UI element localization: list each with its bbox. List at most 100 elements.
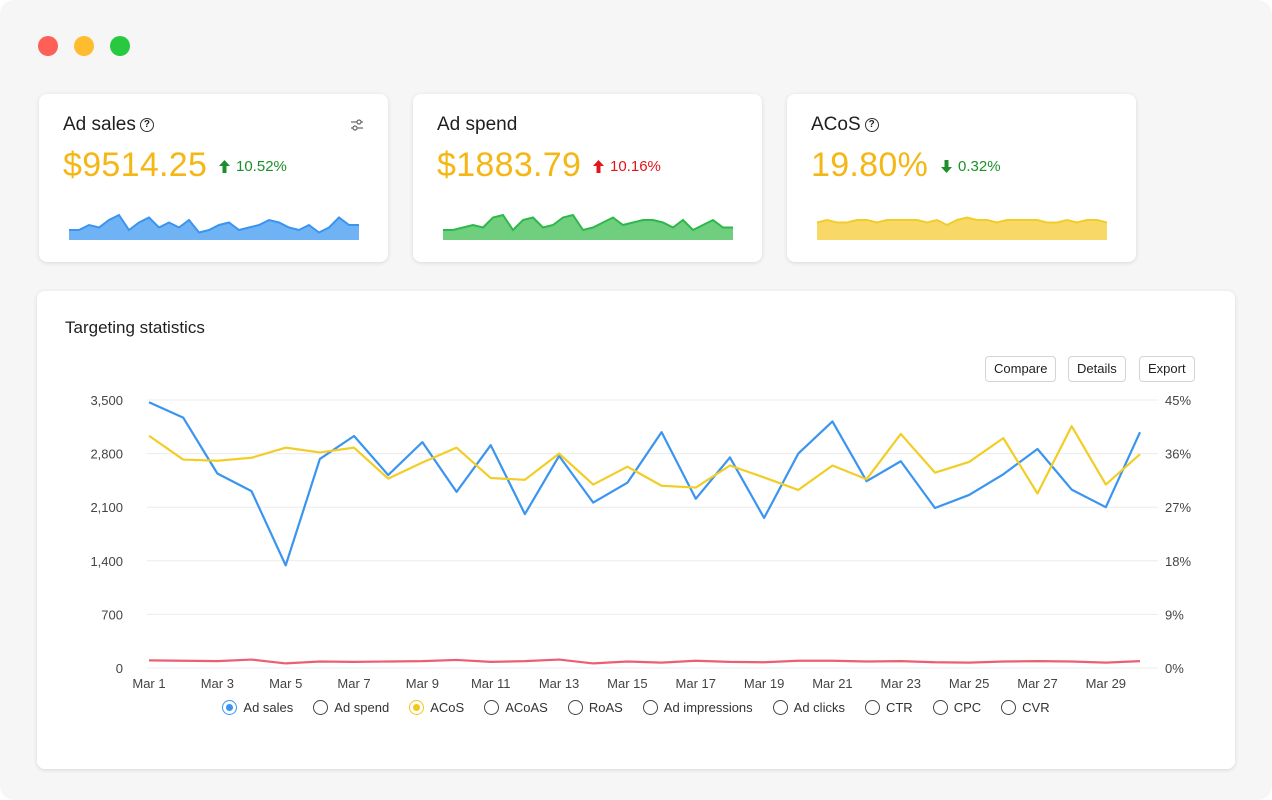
legend-radio-icon[interactable] xyxy=(864,700,880,715)
x-tick-label: Mar 19 xyxy=(744,676,784,691)
close-window-button[interactable] xyxy=(38,36,58,56)
legend-radio-icon[interactable] xyxy=(313,700,329,715)
panel-title: Targeting statistics xyxy=(65,318,205,337)
y-left-tick-label: 3,500 xyxy=(90,393,123,408)
x-tick-label: Mar 1 xyxy=(132,676,165,691)
compare-button[interactable]: Compare xyxy=(985,356,1057,382)
targeting-statistics-panel: Targeting statistics 0 0% 700 9% 1,400 18% 2,1… xyxy=(37,291,1235,769)
card-title-label: Ad sales xyxy=(63,114,136,135)
ad-spend-sparkline xyxy=(443,213,733,240)
change-indicator: 0.32% xyxy=(941,158,1001,175)
x-tick-label: Mar 7 xyxy=(337,676,370,691)
chart-legend: Ad sales Ad spend ACoS ACoAS RoAS Ad impressi… xyxy=(37,700,1235,715)
acos-title: ACoS ? xyxy=(811,114,879,136)
help-icon[interactable]: ? xyxy=(139,118,154,132)
settings-sliders-icon[interactable] xyxy=(350,118,364,132)
acos-card: ACoS ? 19.80% 0.32% xyxy=(787,94,1136,262)
ad-sales-sparkline xyxy=(69,213,359,240)
window-controls xyxy=(38,36,130,56)
legend-label: CTR xyxy=(885,700,913,715)
x-tick-label: Mar 9 xyxy=(406,676,439,691)
x-tick-label: Mar 23 xyxy=(881,676,921,691)
targeting-line-chart: 0 0% 700 9% 1,400 18% 2,100 27% 2,800 36% 3,500 45%… xyxy=(90,393,1191,691)
legend-label: Ad clicks xyxy=(793,700,845,715)
y-left-tick-label: 2,100 xyxy=(90,500,123,515)
change-percent: 10.16% xyxy=(610,158,661,175)
legend-item[interactable]: ACoAS xyxy=(484,700,548,715)
change-percent: 10.52% xyxy=(236,158,287,175)
legend-radio-icon[interactable] xyxy=(484,700,500,715)
legend-item[interactable]: CTR xyxy=(864,700,913,715)
ad-spend-title: Ad spend xyxy=(437,114,517,136)
minimize-window-button[interactable] xyxy=(74,36,94,56)
y-left-tick-label: 1,400 xyxy=(90,554,123,569)
maximize-window-button[interactable] xyxy=(110,36,130,56)
legend-item[interactable]: CVR xyxy=(1001,700,1050,715)
y-right-tick-label: 36% xyxy=(1165,447,1191,462)
help-icon[interactable]: ? xyxy=(864,118,879,132)
legend-label: Ad impressions xyxy=(663,700,753,715)
sparkline-line xyxy=(817,216,1107,227)
x-tick-label: Mar 21 xyxy=(812,676,852,691)
card-title-label: Ad spend xyxy=(437,114,518,135)
x-tick-label: Mar 27 xyxy=(1017,676,1057,691)
change-percent: 0.32% xyxy=(958,158,1001,175)
legend-radio-icon[interactable] xyxy=(567,700,583,715)
ad-spend-card: Ad spend $1883.79 10.16% xyxy=(413,94,762,262)
x-tick-label: Mar 11 xyxy=(471,676,511,691)
x-tick-label: Mar 15 xyxy=(607,676,647,691)
y-right-tick-label: 18% xyxy=(1165,554,1191,569)
y-right-tick-label: 9% xyxy=(1165,607,1184,622)
series-line xyxy=(148,658,1141,665)
legend-radio-icon[interactable] xyxy=(222,700,238,715)
legend-item[interactable]: ACoS xyxy=(409,700,464,715)
x-tick-label: Mar 5 xyxy=(269,676,302,691)
legend-item[interactable]: Ad sales xyxy=(222,700,293,715)
sparkline-line xyxy=(443,213,733,232)
export-button[interactable]: Export xyxy=(1139,356,1195,382)
legend-item[interactable]: CPC xyxy=(932,700,982,715)
arrow-down-icon xyxy=(941,160,952,173)
x-tick-label: Mar 29 xyxy=(1086,676,1126,691)
y-right-tick-label: 0% xyxy=(1165,661,1184,676)
y-left-tick-label: 2,800 xyxy=(90,447,123,462)
legend-radio-icon[interactable] xyxy=(1001,700,1017,715)
ad-sales-card: Ad sales ? $9514.25 10.52% xyxy=(39,94,388,262)
legend-label: RoAS xyxy=(588,700,623,715)
y-right-tick-label: 27% xyxy=(1165,500,1191,515)
legend-item[interactable]: Ad clicks xyxy=(772,700,845,715)
legend-radio-icon[interactable] xyxy=(409,700,425,715)
sparkline-line xyxy=(69,213,359,234)
y-left-tick-label: 0 xyxy=(116,661,123,676)
y-right-tick-label: 45% xyxy=(1165,393,1191,408)
arrow-up-icon xyxy=(219,160,230,173)
card-value: $1883.79 xyxy=(437,146,582,184)
arrow-up-icon xyxy=(593,160,604,173)
ad-sales-title: Ad sales ? xyxy=(63,114,154,136)
legend-item[interactable]: Ad spend xyxy=(313,700,389,715)
sparkline-area xyxy=(443,215,733,240)
series-line xyxy=(148,425,1141,495)
sparkline-area xyxy=(817,217,1107,240)
legend-radio-icon[interactable] xyxy=(932,700,948,715)
legend-label: ACoAS xyxy=(505,700,548,715)
legend-label: Ad sales xyxy=(243,700,294,715)
legend-radio-icon[interactable] xyxy=(772,700,788,715)
legend-label: ACoS xyxy=(430,700,465,715)
details-button[interactable]: Details xyxy=(1068,356,1126,382)
acos-sparkline xyxy=(817,216,1107,240)
card-value: $9514.25 xyxy=(63,146,208,184)
legend-item[interactable]: Ad impressions xyxy=(642,700,753,715)
legend-item[interactable]: RoAS xyxy=(567,700,623,715)
legend-label: CPC xyxy=(953,700,982,715)
x-tick-label: Mar 3 xyxy=(201,676,234,691)
legend-radio-icon[interactable] xyxy=(642,700,658,715)
card-value: 19.80% xyxy=(811,146,929,184)
card-title-label: ACoS xyxy=(811,114,861,135)
change-indicator: 10.16% xyxy=(593,158,661,175)
series-line xyxy=(148,401,1142,567)
change-indicator: 10.52% xyxy=(219,158,287,175)
legend-label: CVR xyxy=(1022,700,1050,715)
legend-label: Ad spend xyxy=(334,700,390,715)
